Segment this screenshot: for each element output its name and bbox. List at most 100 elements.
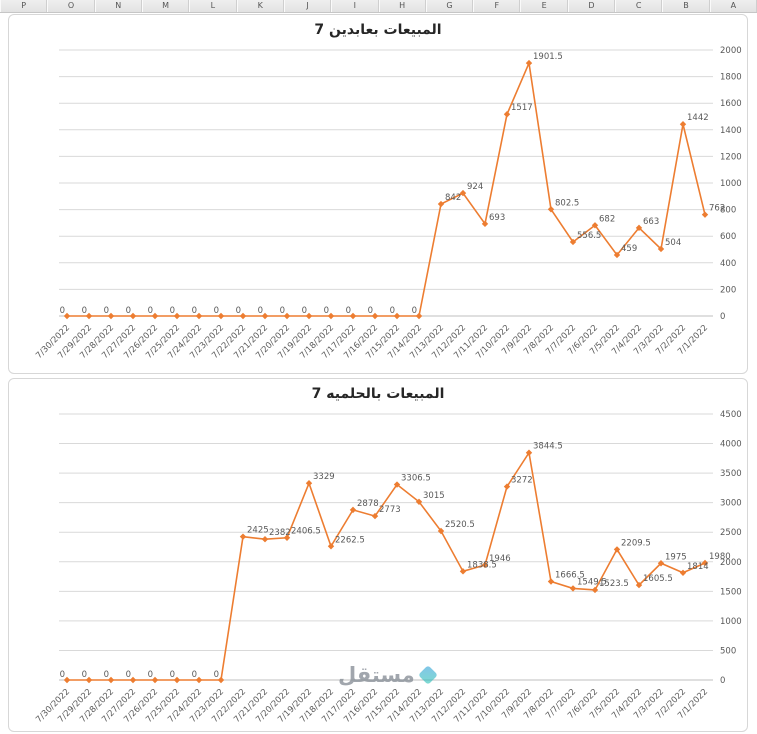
column-header-K[interactable]: K: [236, 0, 284, 12]
y-tick-label: 3000: [720, 499, 742, 509]
y-tick-label: 200: [720, 285, 736, 295]
diamond-marker: [701, 211, 709, 218]
y-tick-label: 4500: [720, 410, 742, 420]
data-label: 682: [599, 214, 615, 224]
column-header-F[interactable]: F: [473, 0, 521, 12]
column-header-B[interactable]: B: [662, 0, 710, 12]
data-label: 459: [621, 244, 637, 254]
column-header-H[interactable]: H: [378, 0, 426, 12]
chart-title-helmiya: المبيعات بالحلميه 7: [311, 386, 445, 402]
data-label: 1666.5: [555, 570, 585, 580]
data-label: 693: [489, 213, 505, 223]
column-header-M[interactable]: M: [141, 0, 190, 12]
diamond-marker: [459, 189, 467, 197]
y-tick-label: 2000: [720, 46, 742, 56]
column-header-E[interactable]: E: [520, 0, 568, 12]
diamond-marker: [679, 569, 687, 576]
y-tick-label: 1800: [720, 73, 742, 83]
data-label: 842: [445, 193, 461, 203]
chart-sales-abdeen[interactable]: المبيعات بعابدين 7 0 200 400 600 800 1000 1200…: [8, 14, 748, 374]
column-header-L[interactable]: L: [189, 0, 237, 12]
column-header-N[interactable]: N: [94, 0, 142, 12]
data-label: 0: [82, 670, 87, 680]
data-label: 556.5: [577, 231, 601, 241]
data-label: 0: [258, 306, 263, 316]
data-label: 2382: [269, 528, 291, 538]
data-label: 2406.5: [291, 527, 321, 537]
data-label: 0: [324, 306, 329, 316]
diamond-marker: [613, 251, 621, 259]
diamond-marker: [239, 533, 247, 540]
data-label: 0: [148, 306, 153, 316]
column-header-I[interactable]: I: [331, 0, 379, 12]
diamond-marker: [239, 312, 247, 320]
data-point-markers: [63, 449, 709, 684]
column-header-C[interactable]: C: [615, 0, 663, 12]
data-label: 0: [170, 670, 175, 680]
data-label: 0: [60, 306, 65, 316]
data-label: 3272: [511, 476, 533, 486]
y-tick-label: 4000: [720, 440, 742, 450]
data-label: 762: [709, 204, 725, 214]
y-tick-label: 2000: [720, 558, 742, 568]
data-label: 1442: [687, 113, 709, 123]
y-axis-labels: 0 200 400 600 800 1000 1200 1400 1600 1800 2000: [720, 46, 742, 322]
chart-sales-helmiya[interactable]: المبيعات بالحلميه 7 0 500 1000 1500 2000 2500…: [8, 378, 748, 732]
data-label: 3015: [423, 491, 445, 501]
diamond-marker: [63, 676, 71, 684]
y-tick-label: 1400: [720, 126, 742, 136]
data-label: 0: [192, 670, 197, 680]
y-tick-label: 500: [720, 646, 736, 656]
data-label: 1814: [687, 562, 709, 572]
diamond-marker: [591, 222, 599, 229]
data-label: 504: [665, 238, 681, 248]
column-header-O[interactable]: O: [47, 0, 95, 12]
diamond-marker: [657, 245, 665, 253]
diamond-marker: [217, 676, 225, 684]
data-label: 0: [390, 306, 395, 316]
diamond-marker: [679, 121, 687, 128]
data-label: 0: [302, 306, 307, 316]
data-label: 924: [467, 182, 483, 192]
diamond-marker: [459, 568, 467, 575]
y-tick-label: 600: [720, 232, 736, 242]
diamond-marker: [151, 676, 159, 684]
y-tick-label: 400: [720, 259, 736, 269]
diamond-marker: [525, 449, 533, 456]
y-tick-label: 1500: [720, 587, 742, 597]
data-label: 2520.5: [445, 520, 475, 530]
data-label: 2425: [247, 526, 269, 536]
y-tick-label: 1200: [720, 152, 742, 162]
line-chart-helmiya-plot: 0 500 1000 1500 2000 2500 3000 3500 4000 4500 7/30…: [34, 410, 742, 725]
diamond-marker: [305, 480, 313, 487]
diamond-marker: [195, 312, 203, 320]
data-label: 1549.5: [577, 577, 607, 587]
y-tick-label: 3500: [720, 469, 742, 479]
data-point-markers: [63, 59, 709, 320]
diamond-marker: [261, 535, 269, 543]
diamond-marker: [195, 676, 203, 684]
column-header-J[interactable]: J: [283, 0, 332, 12]
column-header-A[interactable]: A: [709, 0, 757, 12]
column-header-P[interactable]: P: [0, 0, 48, 12]
data-label: 1605.5: [643, 574, 673, 584]
diamond-marker: [547, 206, 555, 213]
y-tick-label: 0: [720, 312, 725, 322]
diamond-marker: [107, 676, 115, 684]
diamond-marker: [371, 312, 379, 320]
column-header-G[interactable]: G: [425, 0, 474, 12]
diamond-marker: [415, 312, 423, 320]
data-label: 0: [82, 306, 87, 316]
series-line: [67, 60, 706, 317]
diamond-marker: [173, 312, 181, 320]
data-label: 0: [214, 306, 219, 316]
y-axis-labels: 0 500 1000 1500 2000 2500 3000 3500 4000 4500: [720, 410, 742, 686]
data-labels: 0 0 0 0 0 0 0 0 0 0 0 0 0 0 0 0 0 842 924 693 1517 1901.5 802.…: [60, 52, 726, 316]
line-chart-abdeen-plot: 0 200 400 600 800 1000 1200 1400 1600 1800 2000 7/3…: [34, 46, 742, 361]
column-header-D[interactable]: D: [567, 0, 616, 12]
diamond-marker: [503, 483, 511, 490]
diamond-marker: [393, 481, 401, 488]
data-label: 0: [60, 670, 65, 680]
gridlines: [59, 413, 713, 681]
